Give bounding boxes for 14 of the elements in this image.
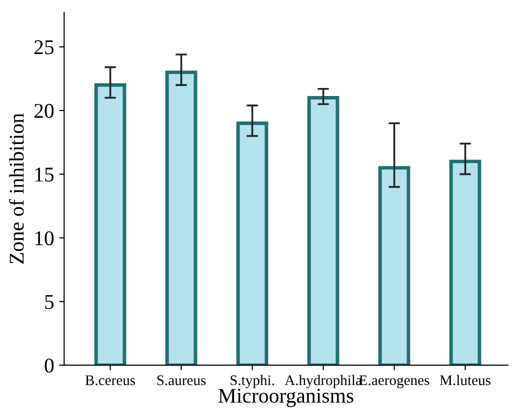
y-tick-label: 25 [34, 40, 54, 54]
x-tick-label: S.typhi. [230, 374, 274, 388]
x-tick-label: A.hydrophila [284, 374, 362, 388]
y-axis-title: Zone of inhibition [8, 113, 24, 264]
x-tick-label: M.luteus [440, 374, 490, 386]
y-tick-label: 15 [35, 168, 54, 182]
x-tick-label: B.cereus [85, 375, 136, 386]
y-tick-label: 5 [45, 295, 54, 309]
x-axis-title: Microorganisms [218, 388, 354, 408]
x-tick-label: E.aerogenes [359, 375, 430, 388]
x-tick-label: S.aureus [157, 375, 206, 386]
y-tick-label: 20 [34, 104, 54, 118]
y-tick-label: 0 [44, 358, 54, 373]
y-tick-label: 10 [35, 231, 54, 246]
